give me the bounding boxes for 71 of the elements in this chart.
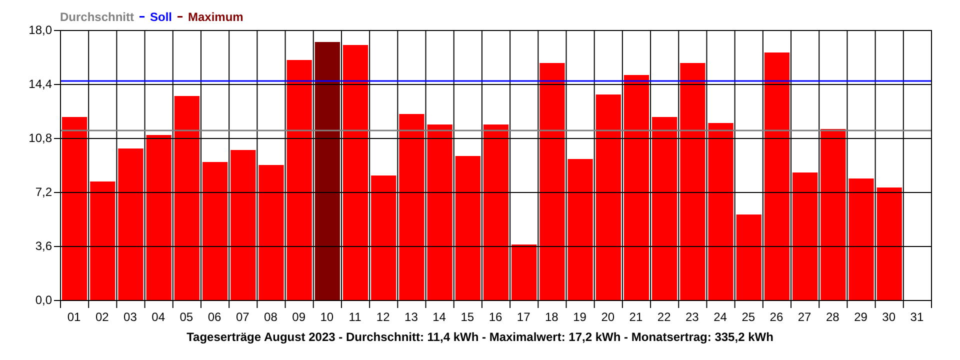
x-tick-label: 08 [264,310,278,324]
x-tick-label: 15 [460,310,474,324]
x-tick-label: 24 [714,310,728,324]
bar [90,182,116,300]
bar [118,148,144,300]
bar [624,75,650,300]
bar [568,159,593,300]
bar [708,123,734,300]
y-tick-label: 10,8 [28,131,52,146]
bar [876,188,902,300]
bar [792,172,818,300]
x-tick-label: 27 [798,310,812,324]
bar [314,42,340,300]
x-tick-label: 14 [432,310,446,324]
bar [483,124,509,300]
x-tick-label: 04 [152,310,166,324]
bar [652,117,678,300]
x-tick-label: 22 [657,310,672,324]
bar [146,135,172,300]
bar [540,63,565,300]
legend-label: Soll [150,10,172,24]
x-tick-label: 30 [882,310,896,324]
bar [399,114,424,300]
x-tick-label: 09 [292,310,306,324]
bar [512,244,537,300]
bar [427,124,452,300]
x-tick-label: 17 [516,310,531,324]
bar [202,162,228,300]
x-tick-label: 20 [601,310,615,324]
bar [258,165,284,300]
bar [371,176,396,300]
x-tick-label: 02 [95,310,110,324]
x-tick-label: 29 [854,310,868,324]
y-tick-label: 18,0 [28,23,52,38]
bar [286,60,312,300]
y-tick-label: 0,0 [35,293,52,308]
x-tick-label: 06 [208,310,222,324]
y-tick-label: 14,4 [28,77,52,92]
y-tick-label: 3,6 [35,239,52,254]
bar [680,63,706,300]
y-tick-label: 7,2 [35,185,52,200]
x-tick-label: 01 [67,310,82,324]
x-tick-label: 25 [742,310,756,324]
ref-line-label: Durchschnitt [60,10,134,24]
x-tick-label: 19 [573,310,587,324]
legend-label: Maximum [188,10,244,24]
x-tick-label: 26 [770,310,784,324]
bar [230,150,256,300]
x-tick-label: 11 [348,310,362,324]
bar [455,156,480,300]
text: Tageserträge August 2023 - Durchschnitt: 11,4 kWh - Maximalwert: 17,2 kWh - Monatsertrag: 335,2 kWh [186,330,774,344]
x-tick-label: 21 [629,310,643,324]
x-tick-label: 07 [236,310,250,324]
x-tick-label: 31 [910,310,924,324]
x-tick-label: 18 [545,310,559,324]
bar [848,178,874,300]
bar [62,117,88,300]
x-tick-label: 23 [686,310,700,324]
x-tick-label: 12 [376,310,390,324]
x-tick-label: 03 [124,310,138,324]
bar [736,214,762,300]
x-tick-label: 16 [488,310,502,324]
bar [764,52,790,300]
x-tick-label: 05 [180,310,194,324]
x-tick-label: 10 [320,310,334,324]
bar [174,96,200,300]
x-tick-label: 28 [826,310,840,324]
x-tick-label: 13 [404,310,418,324]
bar [596,94,621,300]
bar [342,45,368,300]
bar [820,129,846,300]
